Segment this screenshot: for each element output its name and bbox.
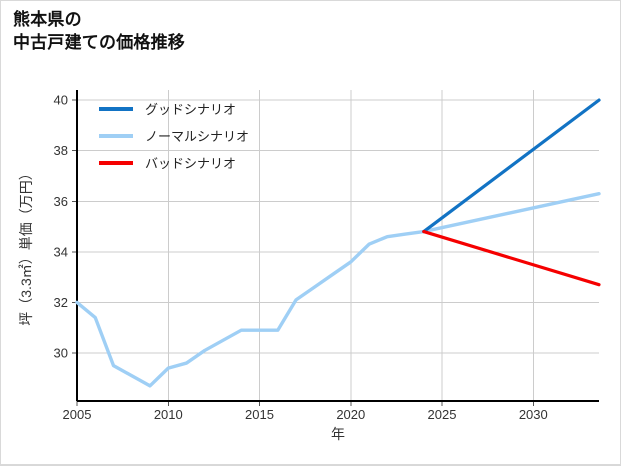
- x-axis-title: 年: [331, 426, 345, 442]
- y-tick-label: 38: [54, 143, 68, 158]
- y-tick-label: 40: [54, 93, 68, 108]
- x-tick-label: 2005: [63, 407, 92, 422]
- y-tick-label: 36: [54, 194, 68, 209]
- series-line-bad: [422, 229, 601, 287]
- legend-label: バッドシナリオ: [145, 156, 236, 171]
- legend-label: ノーマルシナリオ: [145, 129, 249, 144]
- x-tick-label: 2015: [245, 407, 274, 422]
- tick-marks: [72, 99, 534, 406]
- page-title: 熊本県の 中古戸建ての価格推移: [13, 10, 185, 52]
- data-series-group: [75, 98, 601, 388]
- x-tick-label: 2010: [154, 407, 183, 422]
- y-tick-label: 30: [54, 346, 68, 361]
- series-line-normal: [75, 191, 601, 388]
- x-tick-label: 2030: [519, 407, 548, 422]
- axis-lines: [76, 90, 599, 402]
- legend-label: グッドシナリオ: [145, 102, 236, 117]
- x-tick-label: 2025: [428, 407, 457, 422]
- y-tick-labels: 30 32 34 36 38 40: [54, 93, 68, 361]
- y-tick-label: 34: [54, 244, 68, 259]
- x-tick-labels: 2005 2010 2015 2020 2025 2030: [63, 407, 548, 422]
- x-tick-label: 2020: [336, 407, 365, 422]
- y-tick-label: 32: [54, 295, 68, 310]
- y-axis-title: 坪（3.3㎡）単価（万円）: [18, 166, 34, 325]
- series-line-good: [422, 98, 601, 234]
